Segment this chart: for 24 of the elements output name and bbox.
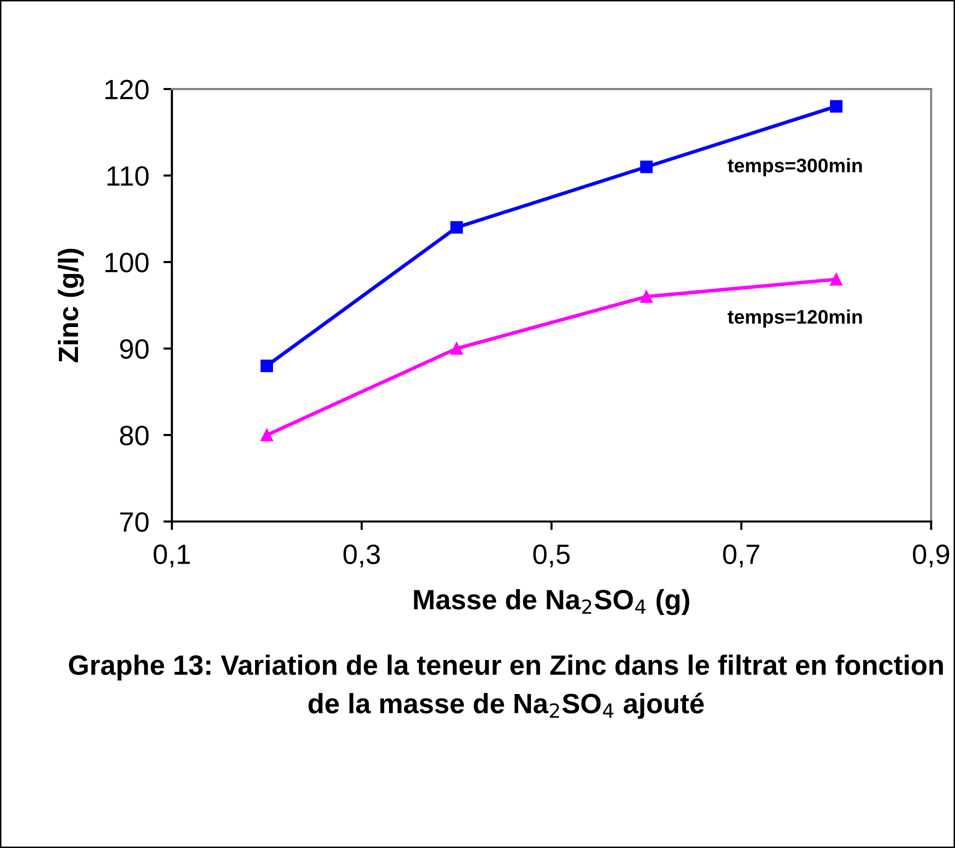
y-tick-label: 70 (120, 512, 149, 532)
point (260, 428, 274, 442)
y-axis-title: Zinc (g/l) (58, 248, 84, 362)
text: Graphe 13: Variation de la teneur en Zinc dans le filtrat en fonction de la masse de Na$_{2}$SO$_{4}$ ajouté (68, 654, 943, 719)
y-tick-label: 110 (108, 166, 149, 186)
point (830, 100, 842, 113)
y-tick-label: 80 (120, 426, 149, 446)
y-tick-label: 120 (105, 80, 149, 100)
x-tick-label: 0,5 (533, 544, 570, 568)
point (450, 342, 463, 355)
point (260, 360, 274, 372)
point (640, 160, 653, 174)
series-label: temps=300min (728, 158, 862, 176)
x-axis-title: Masse de Na$_{2}$SO$_{4}$ (g) (414, 589, 690, 616)
point (450, 221, 463, 234)
point (830, 273, 842, 286)
x-tick-label: 0,9 (912, 544, 950, 568)
point (640, 290, 653, 303)
x-tick-label: 0,1 (154, 544, 190, 568)
series-label: temps=120min (728, 309, 862, 328)
x-tick-label: 0,3 (343, 544, 380, 568)
x-tick-label: 0,7 (723, 544, 760, 568)
y-tick-label: 90 (120, 339, 149, 359)
y-tick-label: 100 (105, 252, 149, 272)
